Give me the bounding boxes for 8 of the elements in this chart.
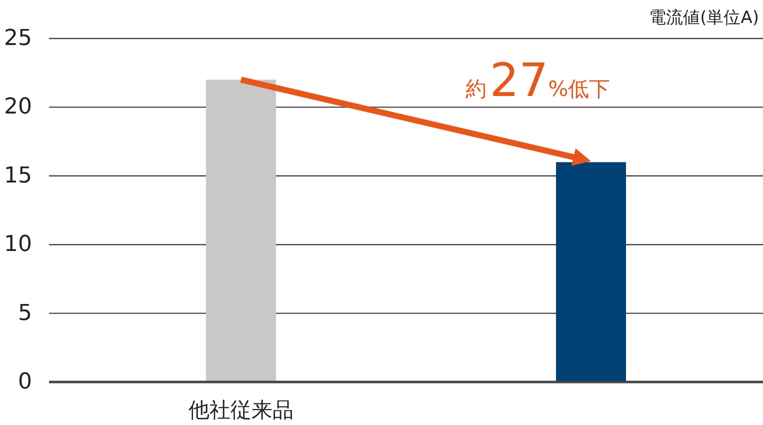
y-tick-label: 5 [18, 300, 32, 326]
y-tick-label: 10 [4, 232, 32, 258]
y-axis-title: 電流値(単位A) [649, 8, 759, 28]
y-tick-label: 25 [4, 26, 32, 51]
y-tick-label: 0 [18, 370, 32, 394]
y-tick-label: 20 [4, 94, 32, 120]
y-tick-label: 15 [4, 163, 32, 188]
x-tick-label: 他社従来品 [188, 398, 294, 422]
